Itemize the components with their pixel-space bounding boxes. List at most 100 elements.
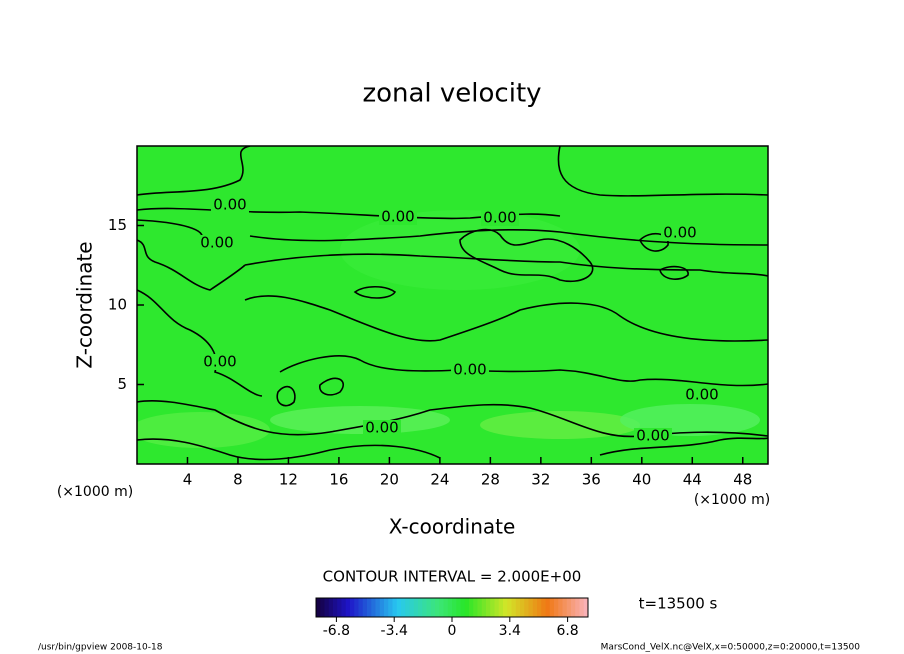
colorbar-cell [316,598,321,617]
colorbar-cell [392,598,398,617]
colorbar-cell [354,598,359,617]
colorbar-cell [473,598,478,617]
contour-line [137,146,251,196]
contour-line [353,285,397,299]
colorbar-cell [583,598,589,617]
colorbar-cell [396,598,402,617]
x-tick-label: 48 [733,471,752,489]
time-label: t=13500 s [639,595,718,613]
contour-line [599,437,768,456]
x-tick-label: 28 [481,471,500,489]
colorbar-cell [447,598,453,617]
contour-label: 0.00 [483,209,516,227]
colorbar-cell [477,598,483,617]
x-tick-label: 24 [430,471,449,489]
colorbar-cell [558,598,563,617]
colorbar-cell [367,598,372,617]
colorbar-cell [337,598,342,617]
colorbar-tick-label: 3.4 [499,623,521,639]
colorbar-cell [384,598,389,617]
colorbar-cell [320,598,325,617]
colorbar-cell [422,598,427,617]
contour-label: 0.00 [453,361,486,379]
y-tick-label: 5 [117,375,127,393]
contour-label-bg [481,210,519,226]
colorbar-cell [532,598,538,617]
colorbar-cell [401,598,406,617]
colorbar-cell [358,598,364,617]
x-tick-label: 8 [233,471,243,489]
colorbar-cell [554,598,559,617]
colorbar-cell [520,598,525,617]
colorbar-cell [528,598,534,617]
colorbar-cell [537,598,542,617]
colorbar-cell [371,598,376,617]
y-tick-label: 15 [108,216,127,234]
x-axis-label: X-coordinate [389,515,516,539]
footer-right: MarsCond_VelX.nc@VelX,x=0:50000,z=0:2000… [601,643,861,653]
colorbar-tick-label: 0 [448,623,457,639]
colorbar-cell [439,598,444,617]
contour-line [557,146,768,197]
colorbar-cell [464,598,470,617]
colorbar-cell [481,598,487,617]
contour-label: 0.00 [663,224,696,242]
x-tick-label: 40 [632,471,651,489]
colorbar-tick-label: -3.4 [381,623,408,639]
contour-line [137,438,441,461]
contour-label: 0.00 [200,234,233,252]
x-tick-label: 12 [279,471,298,489]
colorbar-cell [490,598,495,617]
field [137,146,768,464]
colorbar-cell [507,598,512,617]
colorbar-cell [498,598,504,617]
footer-left: /usr/bin/gpview 2008-10-18 [38,643,163,653]
contour-label-bg [363,420,401,436]
contour-line [137,289,263,397]
colorbar-cell [333,598,338,617]
field-shade [340,210,580,290]
chart-title: zonal velocity [362,79,541,109]
colorbar-cell [452,598,457,617]
colorbar-cell [324,598,330,617]
x-axis-unit: (×1000 m) [694,492,770,508]
colorbar-cell [375,598,381,617]
colorbar-cell [405,598,410,617]
contour-label: 0.00 [365,419,398,437]
colorbar-cell [413,598,419,617]
contour-label-bg [661,225,699,241]
colorbar-cell [435,598,440,617]
x-tick-label: 44 [683,471,702,489]
y-axis-label: Z-coordinate [73,241,97,368]
x-tick-label: 36 [582,471,601,489]
y-axis-unit: (×1000 m) [57,484,133,500]
contour-line [659,265,689,280]
colorbar-cell [328,598,334,617]
x-tick-label: 16 [329,471,348,489]
colorbar-cell [515,598,521,617]
colorbar-cell [460,598,466,617]
contour-label-bg [201,354,239,370]
contour-line [244,253,768,277]
colorbar-cell [579,598,585,617]
colorbar-cell [456,598,461,617]
contour-label: 0.00 [213,196,246,214]
contour-interval: CONTOUR INTERVAL = 2.000E+00 [323,568,582,586]
x-tick-label: 32 [531,471,550,489]
colorbar-cell [549,598,555,617]
contour-label-bg [198,235,236,251]
colorbar-cell [562,598,568,617]
colorbar-cell [409,598,415,617]
x-tick-label: 4 [183,471,193,489]
colorbar-cell [541,598,546,617]
colorbar-cell [571,598,576,617]
colorbar-cell [341,598,347,617]
colorbar-cell [379,598,385,617]
contour-label: 0.00 [381,208,414,226]
colorbar-cell [503,598,508,617]
colorbar-cell [469,598,474,617]
colorbar-cell [426,598,432,617]
contour-label-bg [211,197,249,213]
colorbar-cell [511,598,517,617]
